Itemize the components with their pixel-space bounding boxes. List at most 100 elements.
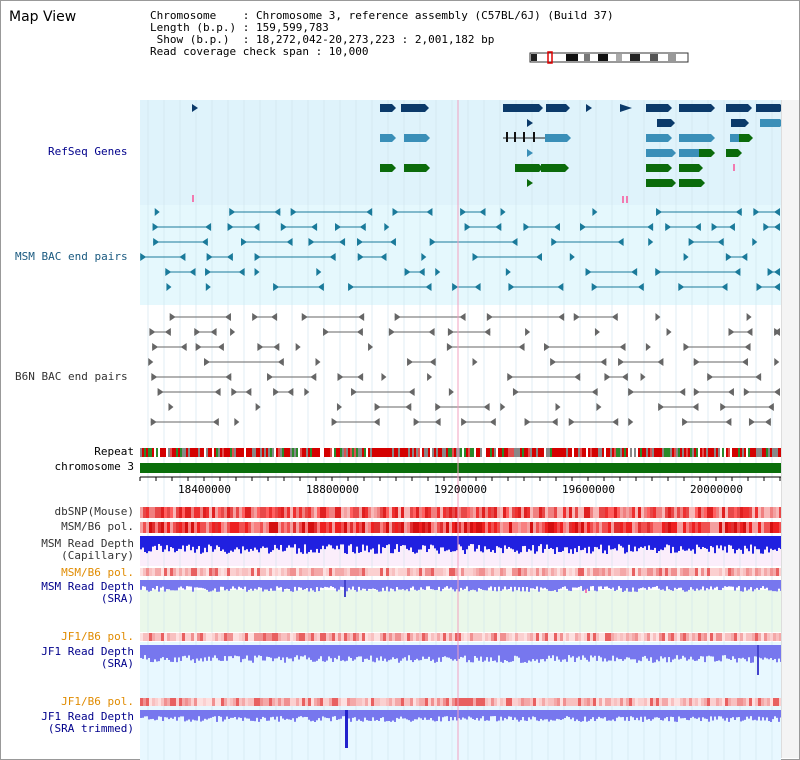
heat-cell [368,522,371,533]
heat-cell [377,507,380,518]
depth-bar [520,580,522,592]
heat-cell [377,698,380,706]
heat-cell [209,522,212,533]
heat-cell [626,633,629,641]
b6n-bac-track[interactable] [148,313,781,426]
repeat-segment [282,448,284,457]
heat-cell [491,633,494,641]
depth-bar [242,710,244,721]
heat-cell [605,633,608,641]
heat-cell [287,633,290,641]
repeat-segment [670,448,672,457]
refseq-genes-track[interactable] [192,104,784,593]
heat-cell [455,522,458,533]
heat-cell [527,698,530,706]
depth-bar [318,710,320,719]
heat-cell [485,698,488,706]
heat-cell [254,507,257,518]
chromosome-bar[interactable] [140,463,781,473]
depth-bar [420,580,422,588]
heat-cell [773,633,776,641]
heat-cell [506,568,509,576]
heat-cell [596,522,599,533]
repeat-segment [698,448,700,457]
depth-bar [724,580,726,587]
vertical-scrollbar[interactable] [781,100,799,758]
repeat-segment [542,448,544,457]
depth-bar [396,645,398,659]
depth-bar [418,580,420,590]
depth-bar [654,645,656,663]
depth-bar [258,710,260,722]
depth-bar [580,536,582,551]
heat-cell [764,568,767,576]
repeat-track[interactable] [140,448,782,457]
depth-bar [652,645,654,663]
depth-bar [650,645,652,658]
repeat-segment [754,448,756,457]
chromosome-ideogram[interactable] [529,51,689,64]
heat-cell [515,568,518,576]
depth-bar [720,710,722,717]
bac-end [179,253,186,261]
depth-bar [140,710,142,718]
repeat-segment [148,448,150,457]
depth-bar [524,710,526,721]
depth-bar [400,580,402,590]
depth-bar [238,645,240,657]
depth-bar [508,710,510,717]
heat-cell [416,507,419,518]
heat-cell [398,633,401,641]
msm-bac-track[interactable] [140,208,780,291]
bac-end [748,418,755,426]
depth-bar [464,580,466,589]
depth-bar [146,580,148,591]
depth-bar [446,580,448,587]
heat-cell [428,507,431,518]
depth-bar [374,710,376,721]
heat-cell [617,698,620,706]
depth-bar [332,580,334,588]
bac-end [619,343,626,351]
bac-end [774,358,780,366]
depth-bar [468,580,470,592]
depth-bar [772,645,774,661]
depth-bar [662,580,664,590]
depth-bar [748,536,750,552]
depth-bar [578,645,580,657]
heat-cell [560,568,563,576]
heat-cell [149,568,152,576]
heat-tracks[interactable] [140,507,782,706]
depth-bar [456,536,458,551]
depth-bar [602,645,604,662]
depth-bar [764,536,766,550]
repeat-segment [576,448,578,457]
depth-bar [208,710,210,719]
heat-cell [752,633,755,641]
heat-cell [752,507,755,518]
depth-bar [644,536,646,547]
depth-bar [484,536,486,547]
depth-bar [172,536,174,549]
depth-bar [582,645,584,656]
heat-cell [410,698,413,706]
heat-cell [266,633,269,641]
repeat-segment [472,448,474,457]
depth-bar [396,710,398,718]
heat-cell [683,522,686,533]
repeat-segment [440,448,442,457]
depth-bar [530,536,532,551]
depth-bar [144,580,146,587]
heat-cell [377,633,380,641]
depth-bar [238,536,240,550]
depth-bar [604,710,606,718]
depth-tracks[interactable] [140,536,782,748]
repeat-segment [458,448,460,457]
heat-cell [578,568,581,576]
bac-end [618,358,625,366]
gene-feature [527,149,533,157]
heat-cell [236,507,239,518]
depth-bar [178,645,180,658]
depth-bar [208,580,210,592]
